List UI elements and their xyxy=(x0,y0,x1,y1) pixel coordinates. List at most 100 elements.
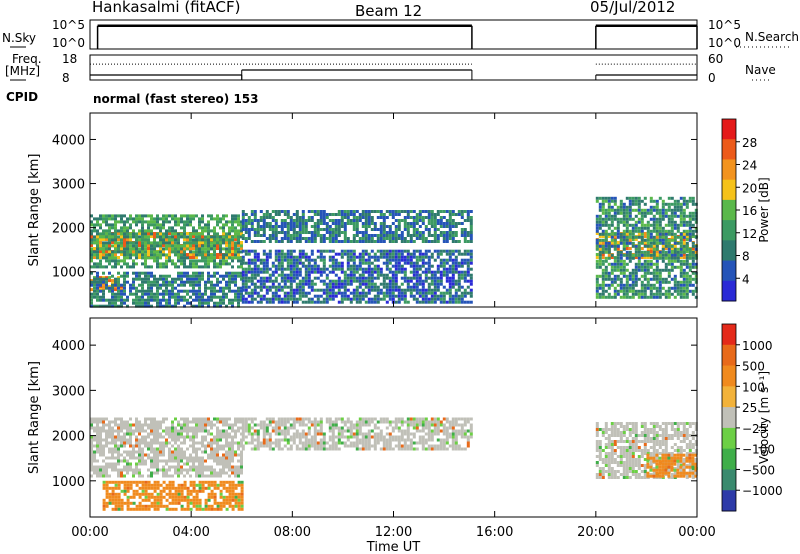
power-cell xyxy=(99,217,102,221)
power-cell xyxy=(292,267,296,271)
velocity-cell xyxy=(114,450,117,454)
power-cell xyxy=(460,285,464,289)
velocity-cell xyxy=(150,432,153,436)
power-cell xyxy=(595,199,599,203)
power-cell xyxy=(628,241,632,245)
power-cell xyxy=(147,271,150,275)
velocity-cell xyxy=(219,420,222,424)
power-cell xyxy=(313,210,317,213)
power-cell xyxy=(598,205,602,209)
power-cell xyxy=(165,229,168,233)
power-cell xyxy=(120,250,123,254)
power-cell xyxy=(319,210,323,213)
power-cell xyxy=(295,225,299,228)
velocity-cell xyxy=(99,447,102,451)
velocity-cell xyxy=(138,420,141,424)
power-cell xyxy=(189,235,192,239)
power-cell xyxy=(607,244,611,248)
power-cell xyxy=(102,276,105,280)
velocity-cell xyxy=(93,453,96,457)
power-cell xyxy=(448,237,452,240)
power-cell xyxy=(90,271,93,275)
power-cell xyxy=(436,282,440,286)
power-cell xyxy=(234,274,237,278)
power-cell xyxy=(418,237,422,240)
power-cell xyxy=(210,229,213,233)
power-cell xyxy=(373,240,377,243)
power-cell xyxy=(412,261,416,265)
power-cell xyxy=(607,241,611,245)
power-cell xyxy=(346,258,350,262)
power-cell xyxy=(649,250,653,253)
power-cell xyxy=(670,235,674,238)
power-cell xyxy=(628,223,632,227)
power-cell xyxy=(237,286,240,290)
velocity-cell xyxy=(207,420,210,424)
velocity-cell xyxy=(180,429,183,433)
power-cell xyxy=(183,271,186,275)
power-cell xyxy=(394,210,398,213)
power-cell xyxy=(421,222,425,225)
power-cell xyxy=(225,247,228,251)
power-cell xyxy=(415,264,419,268)
power-cell xyxy=(277,297,281,301)
power-cell xyxy=(180,214,183,218)
power-cell xyxy=(240,220,243,224)
power-cell xyxy=(619,283,623,287)
power-cell xyxy=(412,240,416,243)
power-cell xyxy=(114,301,117,305)
power-cell xyxy=(625,232,629,235)
power-cell xyxy=(210,241,213,245)
power-cell xyxy=(643,214,647,218)
power-cell xyxy=(433,222,437,225)
velocity-cell xyxy=(132,450,135,454)
power-cell xyxy=(637,232,641,235)
power-cell xyxy=(129,217,132,221)
power-cell xyxy=(355,219,359,222)
power-cell xyxy=(598,250,602,254)
power-cell xyxy=(334,267,338,271)
power-cell xyxy=(234,220,237,224)
power-cell xyxy=(406,228,410,231)
power-cell xyxy=(655,247,659,251)
power-cell xyxy=(691,217,695,221)
power-cell xyxy=(403,273,407,277)
velocity-cell xyxy=(195,432,198,436)
power-cell xyxy=(388,240,392,243)
power-cell xyxy=(604,268,608,272)
power-cell xyxy=(162,217,165,221)
power-cell xyxy=(237,265,240,269)
power-cell xyxy=(607,283,611,287)
power-cell xyxy=(394,267,398,271)
velocity-cell xyxy=(138,441,141,445)
velocity-cell xyxy=(228,444,231,448)
power-cell xyxy=(649,244,653,248)
power-cell xyxy=(168,232,171,235)
power-cell xyxy=(186,289,189,293)
power-cell xyxy=(688,265,692,269)
power-cell xyxy=(117,277,120,281)
power-cell xyxy=(604,235,608,239)
power-cell xyxy=(240,250,243,254)
velocity-cell xyxy=(237,453,240,457)
power-cell xyxy=(186,256,189,260)
power-cell xyxy=(352,273,356,277)
power-cell xyxy=(682,292,686,296)
power-cell xyxy=(625,214,629,218)
velocity-cell xyxy=(126,468,129,472)
power-cell xyxy=(349,291,353,295)
power-cell xyxy=(204,223,207,227)
power-cell xyxy=(409,294,413,298)
power-cell xyxy=(310,225,314,228)
power-cell xyxy=(670,265,674,269)
power-cell xyxy=(625,295,629,299)
power-cell xyxy=(433,285,437,289)
power-cell xyxy=(292,222,296,225)
power-cell xyxy=(409,234,413,237)
power-cell xyxy=(105,244,108,248)
power-cell xyxy=(631,286,635,290)
power-cell xyxy=(664,238,668,242)
power-cell xyxy=(367,264,371,268)
power-cell xyxy=(466,219,470,222)
power-cell xyxy=(171,226,174,230)
